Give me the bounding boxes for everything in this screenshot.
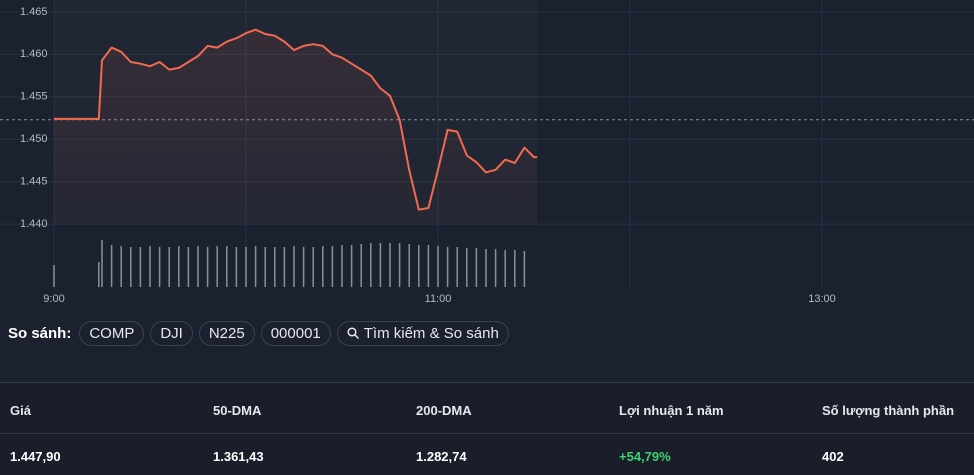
compare-chip[interactable]: Tìm kiếm & So sánh bbox=[336, 320, 509, 346]
chip-text: DJI bbox=[160, 324, 183, 342]
volume-bar bbox=[98, 262, 100, 287]
y-tick-label: 1.465 bbox=[20, 6, 48, 18]
volume-bar bbox=[379, 243, 382, 287]
stat-value: 402 bbox=[822, 449, 844, 464]
volume-bar bbox=[312, 247, 314, 287]
x-tick-label: 13:00 bbox=[808, 293, 836, 305]
volume-bar bbox=[101, 240, 103, 287]
compare-bar: So sánh: COMP DJI N225 000001 Tìm kiếm & So … bbox=[8, 320, 509, 346]
y-tick-label: 1.460 bbox=[20, 48, 48, 60]
volume-bar bbox=[197, 246, 199, 287]
y-tick-label: 1.440 bbox=[20, 218, 48, 230]
volume-bar bbox=[322, 246, 324, 287]
volume-bar bbox=[485, 249, 487, 287]
volume-bar bbox=[331, 246, 334, 287]
volume-bar bbox=[350, 245, 353, 287]
compare-chip[interactable]: 000001 bbox=[260, 320, 331, 346]
stat-header: Giá bbox=[10, 403, 31, 418]
compare-chip[interactable]: COMP bbox=[79, 320, 145, 346]
price-line bbox=[54, 28, 538, 211]
volume-bar bbox=[235, 247, 238, 287]
stat-value: 1.447,90 bbox=[10, 449, 61, 464]
x-tick-label: 9:00 bbox=[43, 293, 64, 305]
volume-bar bbox=[514, 250, 516, 287]
y-tick-label: 1.445 bbox=[20, 176, 48, 188]
volume-bar bbox=[504, 250, 506, 287]
volume-bar bbox=[302, 247, 305, 287]
chip-text: 000001 bbox=[270, 324, 321, 342]
volume-bar bbox=[437, 246, 439, 287]
stat-header: 50-DMA bbox=[213, 403, 262, 418]
stat-value: +54,79% bbox=[619, 449, 671, 464]
volume-bar bbox=[206, 247, 209, 287]
volume-bar bbox=[293, 246, 295, 287]
compare-chip[interactable]: DJI bbox=[150, 320, 193, 346]
volume-bar bbox=[523, 251, 526, 287]
volume-bar bbox=[187, 247, 190, 287]
x-tick-label: 11:00 bbox=[425, 293, 452, 305]
volume-bar bbox=[139, 247, 142, 287]
chip-text: COMP bbox=[89, 324, 135, 342]
search-icon bbox=[347, 327, 359, 339]
chip-text: N225 bbox=[208, 324, 245, 342]
y-tick-label: 1.455 bbox=[20, 91, 48, 103]
volume-bar bbox=[389, 243, 391, 287]
volume-bar bbox=[158, 247, 161, 287]
volume-bar bbox=[216, 246, 218, 287]
volume-bar bbox=[110, 245, 113, 287]
separator bbox=[0, 433, 974, 434]
volume-bar bbox=[427, 245, 430, 287]
volume-bar bbox=[264, 247, 266, 287]
volume-bar bbox=[178, 246, 180, 287]
volume-bar bbox=[120, 246, 122, 287]
volume-bar bbox=[149, 246, 151, 287]
volume-bar bbox=[418, 245, 420, 287]
volume-bar bbox=[360, 244, 362, 287]
volume-bar bbox=[245, 247, 247, 287]
stats-table: Giá 1.447,90 50-DMA 1.361,43 200-DMA 1.282,74… bbox=[0, 382, 974, 475]
volume-bar bbox=[494, 249, 497, 287]
stat-header: 200-DMA bbox=[416, 403, 472, 418]
stat-header: Số lượng thành phần bbox=[822, 403, 955, 418]
chip-text: Tìm kiếm & So sánh bbox=[363, 324, 499, 342]
volume-bar bbox=[130, 247, 132, 287]
volume-bar bbox=[53, 265, 55, 287]
volume-bar bbox=[398, 243, 401, 287]
stat-value: 1.282,74 bbox=[416, 449, 467, 464]
compare-chip[interactable]: N225 bbox=[198, 320, 255, 346]
volume-bar bbox=[283, 247, 286, 287]
volume-bar bbox=[168, 247, 170, 287]
volume-bar bbox=[254, 246, 257, 287]
compare-label: So sánh: bbox=[8, 324, 72, 342]
volume-bar bbox=[408, 244, 410, 287]
volume-bar bbox=[226, 246, 228, 287]
volume-bar bbox=[475, 248, 478, 287]
stat-value: 1.361,43 bbox=[213, 449, 264, 464]
chart: 1.440 1.445 1.450 1.455 1.460 1.465 9:00 11:00 1… bbox=[0, 0, 974, 305]
volume-bar bbox=[466, 248, 468, 287]
volume-bar bbox=[370, 243, 372, 287]
area-fill bbox=[54, 29, 538, 225]
volume-bar bbox=[341, 245, 343, 287]
y-tick-label: 1.450 bbox=[20, 133, 48, 145]
volume-bar bbox=[274, 247, 276, 287]
volume-bar bbox=[446, 247, 449, 287]
stat-header: Lợi nhuận 1 năm bbox=[619, 403, 724, 418]
volume-bar bbox=[456, 247, 458, 287]
